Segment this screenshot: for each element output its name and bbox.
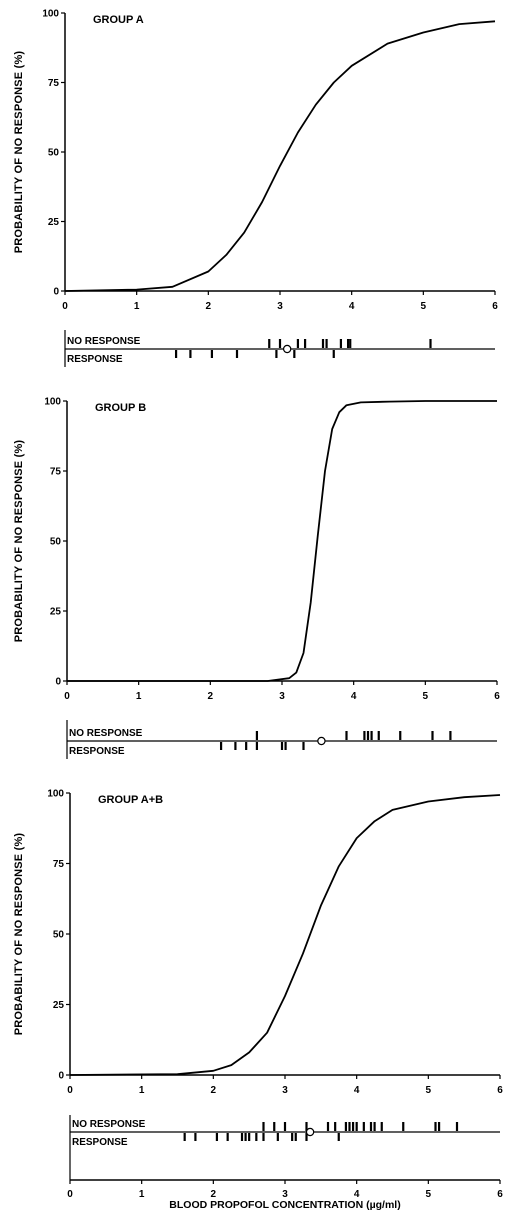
x-tick-label: 6: [494, 691, 500, 702]
y-tick-label: 100: [47, 789, 64, 800]
midpoint-marker: [282, 344, 292, 354]
x-tick-label: 0: [62, 301, 68, 312]
probability-curve: [67, 400, 497, 682]
panel-title: GROUP B: [95, 402, 146, 414]
midpoint-marker: [317, 736, 326, 746]
x-tick-label: 3: [282, 1085, 288, 1096]
response-label: RESPONSE: [69, 746, 125, 757]
response-label: RESPONSE: [72, 1137, 128, 1148]
y-tick-label: 50: [50, 537, 62, 548]
no-response-label: NO RESPONSE: [67, 336, 141, 347]
x-tick-label: 2: [211, 1085, 217, 1096]
x-tick-label: 4: [351, 691, 357, 702]
y-tick-label: 0: [58, 1071, 64, 1082]
x-tick-label: 4: [354, 1085, 360, 1096]
y-tick-label: 100: [44, 397, 61, 408]
x-tick-label: 1: [136, 691, 142, 702]
lower-x-tick-label: 5: [426, 1189, 432, 1200]
midpoint-marker: [305, 1127, 315, 1137]
y-axis-label: PROBABILITY OF NO RESPONSE (%): [13, 833, 25, 1036]
lower-x-tick-label: 0: [67, 1189, 73, 1200]
lower-x-tick-label: 4: [354, 1189, 360, 1200]
x-tick-label: 4: [349, 301, 355, 312]
y-tick-label: 50: [53, 930, 65, 941]
no-response-label: NO RESPONSE: [72, 1119, 146, 1130]
x-tick-label: 6: [497, 1085, 503, 1096]
y-tick-label: 0: [53, 287, 59, 298]
x-tick-label: 0: [64, 691, 70, 702]
y-tick-label: 25: [48, 217, 60, 228]
x-tick-label: 1: [139, 1085, 145, 1096]
lower-x-tick-label: 1: [139, 1189, 145, 1200]
x-axis-label: BLOOD PROPOFOL CONCENTRATION (µg/ml): [169, 1199, 400, 1211]
x-tick-label: 3: [279, 691, 285, 702]
response-label: RESPONSE: [67, 354, 123, 365]
y-tick-label: 25: [53, 1000, 65, 1011]
y-axis-label: PROBABILITY OF NO RESPONSE (%): [13, 440, 25, 643]
y-tick-label: 75: [50, 467, 62, 478]
x-tick-label: 3: [277, 301, 283, 312]
probability-curve: [69, 794, 501, 1076]
x-tick-label: 5: [423, 691, 429, 702]
lower-x-tick-label: 3: [282, 1189, 288, 1200]
y-tick-label: 0: [55, 677, 61, 688]
x-tick-label: 5: [426, 1085, 432, 1096]
y-tick-label: 100: [42, 9, 59, 20]
x-tick-label: 5: [421, 301, 427, 312]
x-tick-label: 6: [492, 301, 498, 312]
no-response-label: NO RESPONSE: [69, 728, 143, 739]
y-axis-label: PROBABILITY OF NO RESPONSE (%): [13, 51, 25, 254]
panel-title: GROUP A: [93, 14, 144, 26]
y-tick-label: 25: [50, 607, 62, 618]
lower-x-tick-label: 6: [497, 1189, 503, 1200]
x-tick-label: 1: [134, 301, 140, 312]
lower-x-tick-label: 2: [211, 1189, 217, 1200]
y-tick-label: 75: [48, 78, 60, 89]
x-tick-label: 0: [67, 1085, 73, 1096]
y-tick-label: 75: [53, 859, 65, 870]
x-tick-label: 2: [206, 301, 212, 312]
x-tick-label: 2: [208, 691, 214, 702]
probability-curve: [64, 20, 496, 292]
panel-title: GROUP A+B: [98, 794, 163, 806]
y-tick-label: 50: [48, 148, 60, 159]
